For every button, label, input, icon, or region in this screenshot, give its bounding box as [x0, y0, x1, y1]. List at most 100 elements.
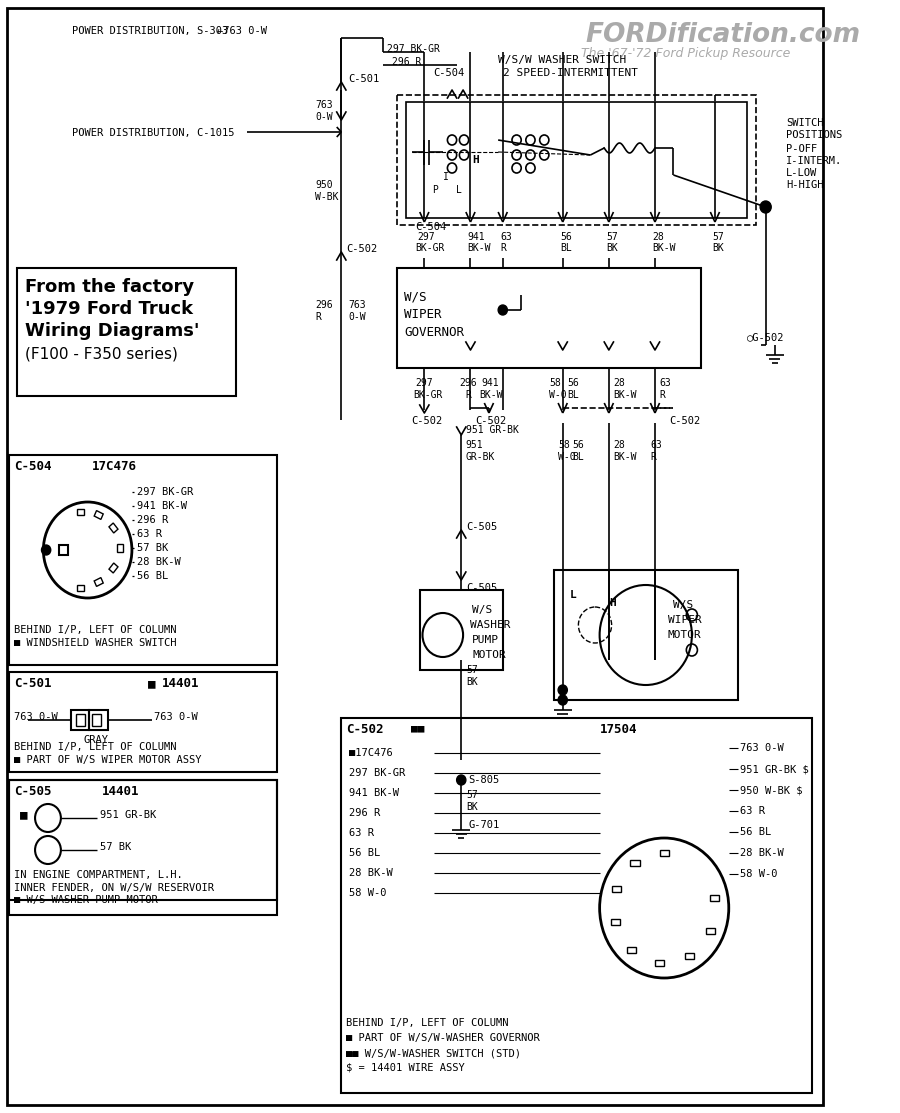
- Bar: [706, 928, 715, 934]
- Circle shape: [41, 545, 50, 555]
- Text: '1979 Ford Truck: '1979 Ford Truck: [25, 301, 193, 318]
- Text: 941: 941: [468, 232, 485, 242]
- Text: Wiring Diagrams': Wiring Diagrams': [25, 322, 200, 339]
- Bar: [76, 715, 85, 726]
- Text: BL: BL: [567, 390, 579, 400]
- Text: ■ PART OF W/S WIPER MOTOR ASSY: ■ PART OF W/S WIPER MOTOR ASSY: [14, 755, 202, 765]
- Text: C-502: C-502: [346, 244, 377, 254]
- Text: 296 R: 296 R: [348, 808, 380, 818]
- Text: BK-W: BK-W: [614, 452, 637, 462]
- Text: L: L: [570, 590, 577, 600]
- Circle shape: [760, 201, 771, 213]
- Text: BK-GR: BK-GR: [415, 243, 445, 253]
- Text: 56: 56: [572, 440, 584, 450]
- Text: H: H: [472, 155, 479, 165]
- Text: 950 W-BK $: 950 W-BK $: [740, 785, 802, 795]
- Text: 763: 763: [316, 100, 333, 110]
- Text: FORDification.com: FORDification.com: [586, 22, 861, 48]
- Text: MOTOR: MOTOR: [668, 630, 702, 640]
- Text: 28 BK-W: 28 BK-W: [137, 556, 180, 567]
- Text: ←763 0-W: ←763 0-W: [217, 26, 266, 36]
- Text: 56 BL: 56 BL: [137, 571, 167, 581]
- Text: 951 GR-BK: 951 GR-BK: [466, 425, 518, 435]
- Text: H-HIGH: H-HIGH: [786, 180, 824, 190]
- Text: 14401: 14401: [161, 677, 199, 690]
- Text: BK: BK: [466, 677, 478, 687]
- Text: C-502: C-502: [411, 416, 443, 426]
- Text: 297 BK-GR: 297 BK-GR: [348, 768, 405, 778]
- Text: BL: BL: [572, 452, 584, 462]
- Bar: [612, 886, 621, 893]
- Text: 763: 763: [348, 301, 366, 311]
- Text: 57 BK: 57 BK: [100, 843, 130, 851]
- Text: From the factory: From the factory: [25, 278, 194, 296]
- Text: C-502: C-502: [669, 416, 700, 426]
- Bar: [685, 953, 694, 958]
- Text: 296 R: 296 R: [137, 515, 167, 525]
- Text: BK: BK: [606, 243, 617, 253]
- Text: BK-W: BK-W: [480, 390, 503, 400]
- Text: 57: 57: [712, 232, 724, 242]
- Text: P: P: [432, 185, 437, 195]
- Text: R: R: [500, 243, 506, 253]
- Text: 63 R: 63 R: [348, 828, 374, 838]
- Text: 297 BK-GR: 297 BK-GR: [137, 487, 193, 498]
- Text: 56 BL: 56 BL: [740, 827, 771, 837]
- Text: POWER DISTRIBUTION, C-1015: POWER DISTRIBUTION, C-1015: [72, 128, 240, 138]
- Text: 63 R: 63 R: [137, 529, 161, 539]
- Circle shape: [558, 684, 567, 695]
- Circle shape: [499, 305, 508, 315]
- Bar: [117, 544, 122, 552]
- Bar: [16, 268, 236, 396]
- Text: 58 W-0: 58 W-0: [348, 888, 386, 898]
- Text: WASHER: WASHER: [471, 620, 511, 630]
- Text: C-505: C-505: [14, 785, 51, 798]
- Text: 28 BK-W: 28 BK-W: [348, 868, 392, 878]
- Text: BK-W: BK-W: [652, 243, 676, 253]
- Text: C-505: C-505: [466, 583, 497, 593]
- Text: 17C476: 17C476: [92, 460, 137, 473]
- Text: WIPER: WIPER: [404, 308, 442, 321]
- Bar: [94, 511, 104, 520]
- Text: GOVERNOR: GOVERNOR: [404, 326, 464, 339]
- Text: 951 GR-BK $: 951 GR-BK $: [740, 764, 808, 774]
- Text: C-504: C-504: [415, 221, 446, 232]
- Text: 56: 56: [567, 378, 579, 388]
- Text: ■: ■: [148, 677, 155, 690]
- Text: BL: BL: [560, 243, 572, 253]
- Text: I: I: [443, 173, 449, 183]
- Text: W/S: W/S: [472, 605, 492, 615]
- Text: ■ WINDSHIELD WASHER SWITCH: ■ WINDSHIELD WASHER SWITCH: [14, 638, 176, 648]
- Text: INNER FENDER, ON W/S/W RESERVOIR: INNER FENDER, ON W/S/W RESERVOIR: [14, 883, 214, 893]
- Text: C-504: C-504: [14, 460, 51, 473]
- Bar: [76, 585, 84, 591]
- Bar: [406, 102, 747, 218]
- Text: 28: 28: [614, 440, 626, 450]
- Bar: [71, 710, 89, 730]
- Text: W-0: W-0: [558, 452, 576, 462]
- Text: (F100 - F350 series): (F100 - F350 series): [25, 346, 178, 361]
- Bar: [627, 947, 636, 953]
- Text: 56 BL: 56 BL: [348, 848, 380, 858]
- Bar: [9, 672, 277, 772]
- Text: P-OFF: P-OFF: [786, 144, 817, 154]
- Bar: [631, 860, 640, 866]
- Text: IN ENGINE COMPARTMENT, L.H.: IN ENGINE COMPARTMENT, L.H.: [14, 870, 183, 880]
- Text: GRAY: GRAY: [83, 735, 108, 745]
- Text: 297: 297: [415, 378, 433, 388]
- Text: POWER DISTRIBUTION, S-303: POWER DISTRIBUTION, S-303: [72, 26, 235, 36]
- Text: 763 0-W: 763 0-W: [14, 712, 58, 722]
- Text: BEHIND I/P, LEFT OF COLUMN: BEHIND I/P, LEFT OF COLUMN: [346, 1018, 508, 1028]
- Text: ■: ■: [21, 808, 28, 821]
- Text: 941: 941: [482, 378, 500, 388]
- Text: S-805: S-805: [469, 775, 500, 785]
- Bar: [419, 590, 503, 670]
- Text: 14401: 14401: [102, 785, 139, 798]
- Text: 58 W-0: 58 W-0: [740, 869, 778, 879]
- Text: 57: 57: [466, 790, 478, 800]
- Text: 58: 58: [558, 440, 570, 450]
- Text: 0-W: 0-W: [348, 312, 366, 322]
- Bar: [610, 919, 620, 925]
- Text: ■ W/S WASHER PUMP MOTOR: ■ W/S WASHER PUMP MOTOR: [14, 895, 157, 905]
- Bar: [554, 570, 738, 700]
